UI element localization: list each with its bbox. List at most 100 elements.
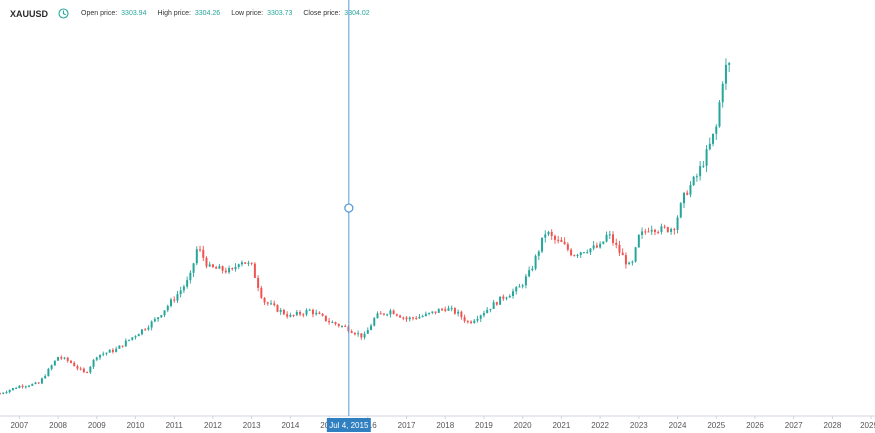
candle: [411, 316, 414, 321]
candle: [324, 315, 327, 323]
candle-body: [370, 325, 373, 331]
candle: [234, 263, 237, 272]
candle: [373, 316, 376, 327]
candle-body: [279, 309, 282, 312]
candle-body: [728, 63, 731, 65]
candle: [257, 275, 260, 292]
candle: [295, 310, 298, 317]
candle: [266, 301, 269, 306]
x-tick-label: 2017: [398, 421, 416, 430]
candle: [644, 228, 647, 235]
candle: [44, 374, 47, 379]
candle: [595, 242, 598, 249]
candle-body: [18, 385, 21, 389]
candle-body: [147, 327, 150, 330]
candle: [702, 161, 705, 168]
close-price-value: 3304.02: [344, 10, 370, 17]
candle-body: [334, 322, 337, 325]
candle-body: [615, 242, 618, 245]
candle: [599, 241, 602, 249]
candle: [176, 290, 179, 304]
candle: [105, 352, 108, 356]
candle: [718, 100, 721, 128]
symbol-label: XAUUSD: [10, 8, 49, 19]
candle-body: [40, 378, 43, 384]
candle: [53, 360, 56, 366]
candle-body: [647, 231, 650, 233]
candle: [521, 283, 524, 289]
candle: [366, 327, 369, 334]
candle-body: [118, 345, 121, 349]
candle: [708, 137, 711, 151]
candle-body: [73, 362, 76, 367]
candle-body: [202, 249, 205, 258]
candle-body: [641, 231, 644, 235]
crosshair-handle[interactable]: [344, 203, 354, 213]
candle: [199, 245, 202, 253]
candle-body: [350, 331, 353, 333]
candle: [547, 230, 550, 237]
candle: [189, 270, 192, 284]
candle: [479, 314, 482, 322]
candle: [137, 333, 140, 337]
candle-body: [541, 237, 544, 252]
candle-body: [566, 244, 569, 250]
candle-body: [53, 360, 56, 366]
candle: [131, 337, 134, 341]
candle-body: [605, 234, 608, 242]
candle: [50, 364, 53, 371]
candle: [37, 381, 40, 384]
clock-icon[interactable]: [58, 8, 69, 19]
candle-body: [670, 228, 673, 232]
candle-body: [144, 329, 147, 331]
candle-body: [270, 303, 273, 305]
candle-body: [360, 333, 363, 338]
candle: [715, 124, 718, 140]
candle: [344, 324, 347, 328]
candle-body: [553, 235, 556, 240]
candle: [724, 58, 727, 90]
candle-body: [299, 312, 302, 315]
candle: [621, 248, 624, 256]
candle-body: [663, 226, 666, 228]
candle: [311, 308, 314, 318]
candle: [18, 385, 21, 389]
candle: [511, 288, 514, 299]
candle-body: [34, 382, 37, 384]
candle: [253, 262, 256, 279]
candle-body: [250, 262, 253, 264]
candle: [428, 312, 431, 316]
candle-body: [286, 314, 289, 317]
candle: [350, 329, 353, 334]
candle-body: [179, 290, 182, 295]
candle-body: [592, 245, 595, 249]
candle-body: [273, 303, 276, 306]
candle: [515, 285, 518, 295]
candle: [69, 359, 72, 364]
candle: [24, 385, 27, 389]
candle: [399, 314, 402, 318]
candle-body: [308, 309, 311, 311]
candle-body: [576, 254, 579, 256]
candle: [334, 321, 337, 326]
candle-body: [79, 368, 82, 370]
candle-body: [302, 314, 305, 316]
candle: [150, 320, 153, 331]
candle: [169, 297, 172, 308]
candle: [566, 242, 569, 252]
candle-body: [495, 302, 498, 305]
candle: [95, 356, 98, 362]
candle: [408, 316, 411, 322]
candle-body: [402, 317, 405, 319]
candle: [0, 392, 1, 395]
candle-body: [660, 226, 663, 232]
candle: [686, 190, 689, 196]
candle-body: [247, 262, 250, 264]
candle-body: [199, 249, 202, 251]
candle-body: [715, 126, 718, 134]
candle-body: [5, 392, 8, 394]
candle: [553, 234, 556, 244]
candle: [663, 224, 666, 229]
candle-body: [386, 314, 389, 316]
